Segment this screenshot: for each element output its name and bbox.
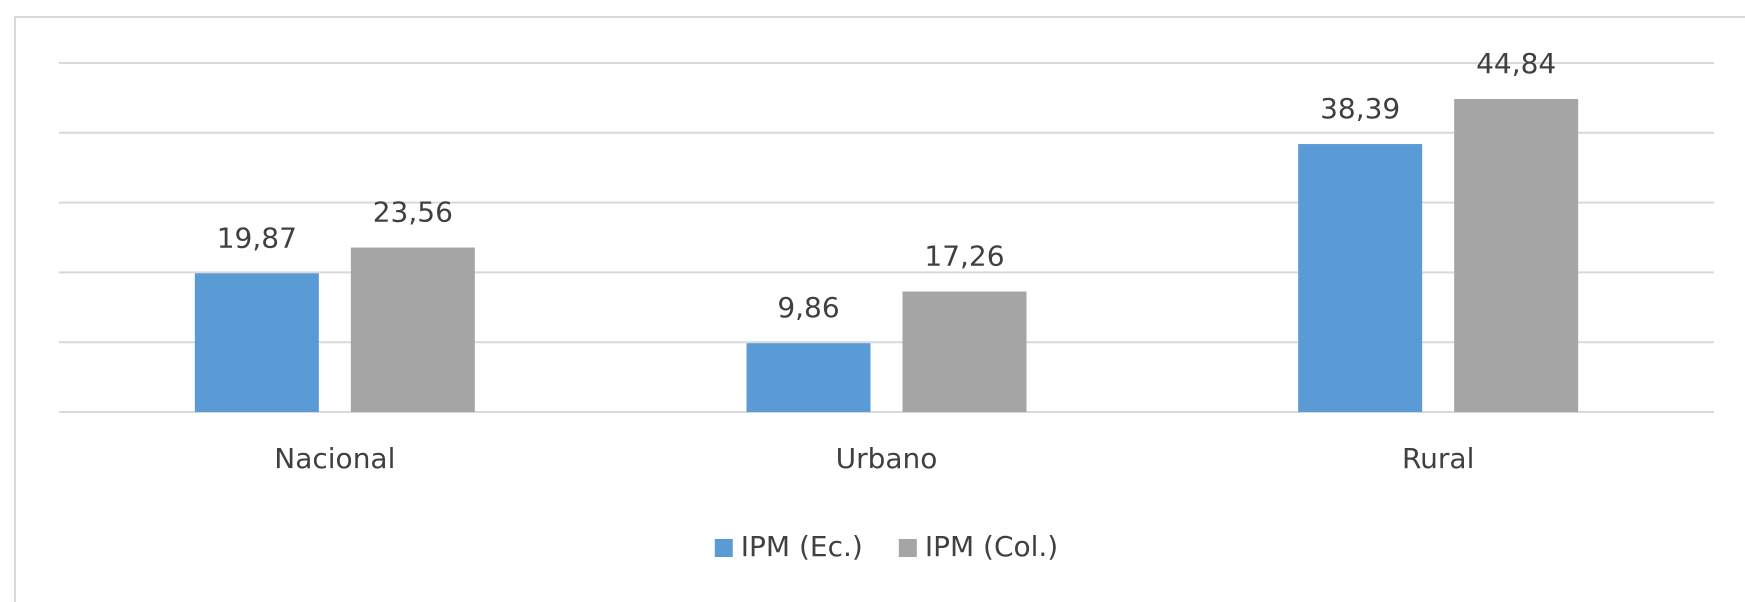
bar [746,343,871,412]
data-label: 44,84 [1476,47,1556,80]
x-tick-label: Nacional [274,442,395,475]
bar [1454,99,1579,413]
legend-label: IPM (Col.) [925,530,1058,563]
x-tick-label: Rural [1402,442,1474,475]
bar [194,273,319,412]
data-label: 19,87 [217,221,297,254]
legend-swatch [714,539,733,557]
bar [350,247,475,412]
x-tick-label: Urbano [836,442,938,475]
bar [1298,144,1423,413]
data-label: 38,39 [1320,92,1400,125]
chart-frame [14,16,1745,602]
data-label: 17,26 [924,240,1004,273]
data-label: 9,86 [777,291,839,324]
legend-swatch [898,539,917,557]
bar [902,291,1027,412]
data-label: 23,56 [373,196,453,229]
legend-label: IPM (Ec.) [741,530,863,563]
